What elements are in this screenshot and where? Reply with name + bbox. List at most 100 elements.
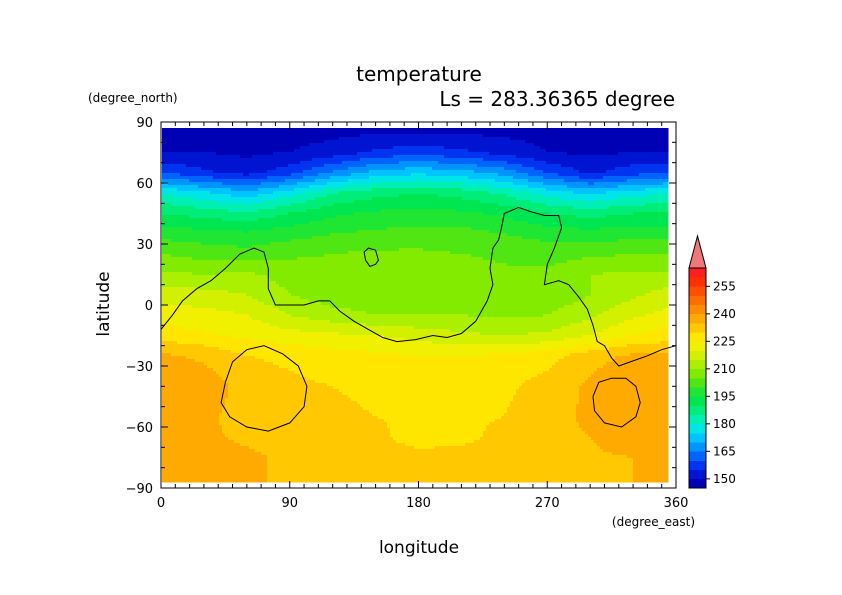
field-cell (237, 143, 241, 147)
field-cell (327, 215, 331, 219)
field-cell (405, 194, 409, 198)
field-cell (294, 161, 298, 165)
field-cell (396, 203, 400, 207)
field-cell (477, 191, 481, 195)
field-cell (495, 176, 499, 180)
field-cell (558, 158, 562, 162)
field-cell (660, 149, 664, 153)
field-cell (342, 191, 346, 195)
field-cell (411, 194, 415, 198)
field-cell (366, 173, 370, 177)
field-cell (525, 146, 529, 150)
field-cell (300, 206, 304, 210)
field-cell (531, 131, 535, 135)
field-cell (351, 206, 355, 210)
field-cell (303, 161, 307, 165)
field-cell (309, 179, 313, 183)
field-cell (603, 137, 607, 141)
field-cell (660, 185, 664, 189)
field-cell (555, 176, 559, 180)
field-cell (363, 206, 367, 210)
field-cell (585, 206, 589, 210)
field-cell (234, 206, 238, 210)
field-cell (468, 164, 472, 168)
field-cell (459, 179, 463, 183)
field-cell (192, 146, 196, 150)
field-cell (375, 203, 379, 207)
field-cell (363, 170, 367, 174)
field-cell (495, 155, 499, 159)
field-cell (591, 155, 595, 159)
field-cell (180, 185, 184, 189)
field-cell (330, 188, 334, 192)
field-cell (585, 170, 589, 174)
field-cell (645, 170, 649, 174)
field-cell (504, 155, 508, 159)
field-cell (282, 200, 286, 204)
field-cell (480, 200, 484, 204)
field-cell (381, 152, 385, 156)
field-cell (387, 152, 391, 156)
field-cell (222, 182, 226, 186)
field-cell (180, 137, 184, 141)
field-cell (627, 194, 631, 198)
field-cell (201, 146, 205, 150)
field-cell (429, 137, 433, 141)
field-cell (354, 200, 358, 204)
field-cell (189, 191, 193, 195)
field-cell (195, 194, 199, 198)
field-cell (438, 137, 442, 141)
field-cell (360, 203, 364, 207)
field-cell (168, 131, 172, 135)
field-cell (213, 194, 217, 198)
field-cell (630, 164, 634, 168)
field-cell (354, 215, 358, 219)
field-cell (453, 158, 457, 162)
field-cell (423, 161, 427, 165)
field-cell (180, 203, 184, 207)
field-cell (354, 194, 358, 198)
field-cell (222, 215, 226, 219)
field-cell (390, 128, 394, 132)
field-cell (501, 155, 505, 159)
field-cell (381, 182, 385, 186)
field-cell (639, 134, 643, 138)
field-cell (645, 128, 649, 132)
field-cell (300, 152, 304, 156)
field-cell (561, 209, 565, 213)
field-cell (429, 128, 433, 132)
field-cell (567, 143, 571, 147)
field-cell (324, 209, 328, 213)
field-cell (324, 146, 328, 150)
field-cell (651, 149, 655, 153)
field-cell (231, 131, 235, 135)
field-cell (492, 212, 496, 216)
field-cell (357, 155, 361, 159)
field-cell (189, 200, 193, 204)
field-cell (435, 158, 439, 162)
field-cell (411, 215, 415, 219)
field-cell (345, 188, 349, 192)
field-cell (426, 191, 430, 195)
field-cell (378, 191, 382, 195)
field-cell (645, 191, 649, 195)
field-cell (441, 152, 445, 156)
field-cell (423, 128, 427, 132)
field-cell (336, 197, 340, 201)
field-cell (417, 182, 421, 186)
field-cell (216, 146, 220, 150)
field-cell (615, 203, 619, 207)
field-cell (309, 215, 313, 219)
field-cell (417, 161, 421, 165)
field-cell (549, 185, 553, 189)
field-cell (504, 131, 508, 135)
field-cell (273, 131, 277, 135)
field-cell (591, 209, 595, 213)
field-cell (393, 158, 397, 162)
field-cell (570, 203, 574, 207)
field-cell (627, 140, 631, 144)
field-cell (174, 146, 178, 150)
field-cell (447, 134, 451, 138)
field-cell (327, 179, 331, 183)
field-cell (273, 194, 277, 198)
